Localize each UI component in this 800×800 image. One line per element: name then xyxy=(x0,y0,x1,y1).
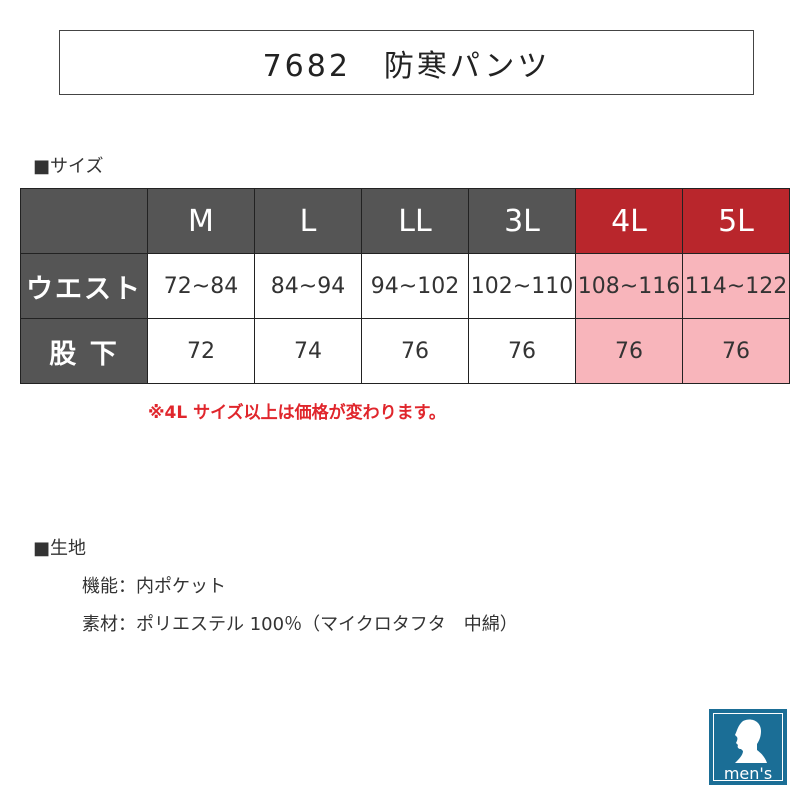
table-cell: 84~94 xyxy=(254,253,362,319)
table-cell: 76 xyxy=(361,318,469,384)
size-col-3l: 3L xyxy=(468,188,576,254)
size-col-4l: 4L xyxy=(575,188,683,254)
product-title: 7682 防寒パンツ xyxy=(59,30,754,95)
size-heading: ■サイズ xyxy=(33,156,104,177)
row-label-inseam: 股 下 xyxy=(20,318,148,384)
size-table: M L LL 3L 4L 5L ウエスト 72~84 84~94 94~102 … xyxy=(20,188,790,384)
table-cell: 72~84 xyxy=(147,253,255,319)
corner-cell xyxy=(20,188,148,254)
price-note: ※4L サイズ以上は価格が変わります。 xyxy=(148,403,446,423)
material-line: 素材：ポリエステル 100％（マイクロタフタ 中綿） xyxy=(82,614,518,635)
badge-frame xyxy=(713,713,783,781)
table-cell: 74 xyxy=(254,318,362,384)
table-cell: 114~122 xyxy=(682,253,790,319)
fabric-heading: ■生地 xyxy=(33,538,87,559)
table-cell: 72 xyxy=(147,318,255,384)
table-cell: 76 xyxy=(682,318,790,384)
table-cell: 76 xyxy=(468,318,576,384)
table-cell: 76 xyxy=(575,318,683,384)
mens-badge: men's xyxy=(709,709,787,785)
table-row: ウエスト 72~84 84~94 94~102 102~110 108~116 … xyxy=(20,253,790,319)
man-silhouette-icon xyxy=(735,719,767,763)
table-row: 股 下 72 74 76 76 76 76 xyxy=(20,318,790,384)
table-cell: 108~116 xyxy=(575,253,683,319)
table-cell: 102~110 xyxy=(468,253,576,319)
table-cell: 94~102 xyxy=(361,253,469,319)
badge-label: men's xyxy=(723,764,773,783)
size-header-row: M L LL 3L 4L 5L xyxy=(20,188,790,254)
function-line: 機能：内ポケット xyxy=(82,576,226,597)
size-col-l: L xyxy=(254,188,362,254)
row-label-waist: ウエスト xyxy=(20,253,148,319)
size-col-m: M xyxy=(147,188,255,254)
size-col-ll: LL xyxy=(361,188,469,254)
size-col-5l: 5L xyxy=(682,188,790,254)
